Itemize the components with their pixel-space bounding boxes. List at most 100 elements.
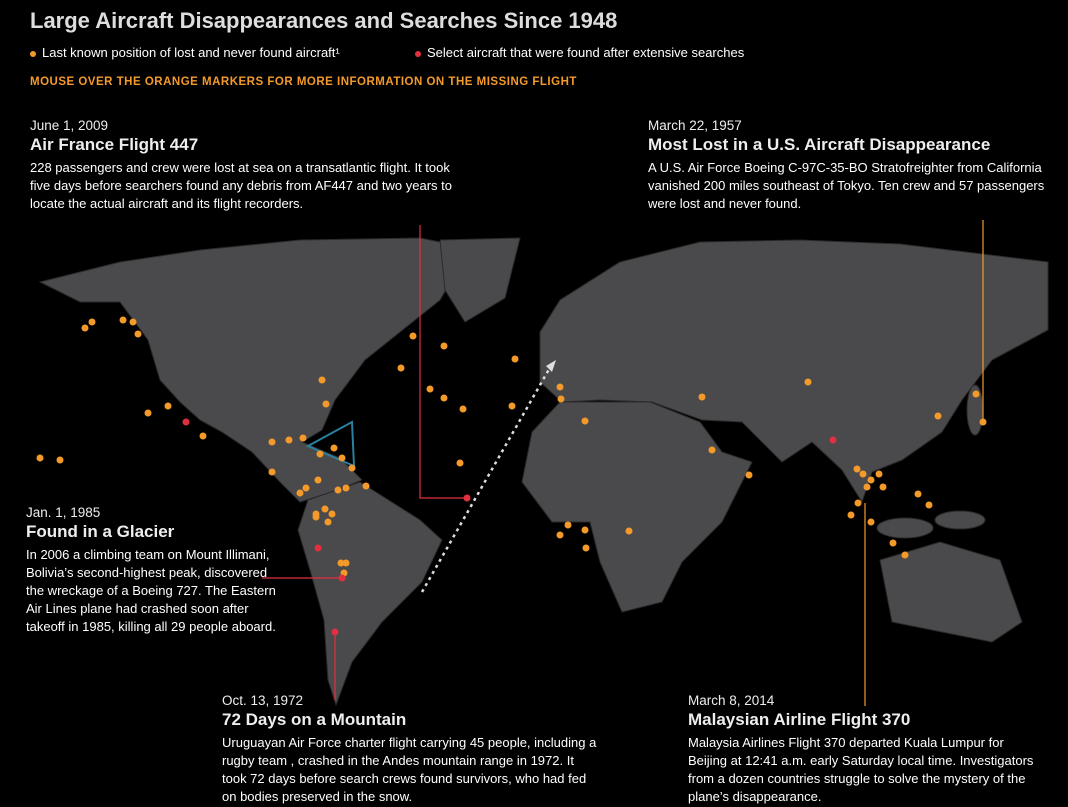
marker-lost[interactable]: [322, 400, 330, 408]
marker-lost[interactable]: [901, 551, 909, 559]
marker-lost[interactable]: [337, 559, 345, 567]
marker-lost[interactable]: [853, 465, 861, 473]
marker-lost[interactable]: [397, 364, 405, 372]
marker-lost[interactable]: [409, 332, 417, 340]
marker-lost[interactable]: [316, 450, 324, 458]
annotation: June 1, 2009 Air France Flight 447 228 pas…: [30, 118, 460, 213]
marker-lost[interactable]: [867, 518, 875, 526]
marker-lost[interactable]: [134, 330, 142, 338]
south-america: [297, 481, 443, 707]
marker-found: [829, 436, 837, 444]
marker-lost[interactable]: [440, 394, 448, 402]
marker-lost[interactable]: [934, 412, 942, 420]
annotation-date: June 1, 2009: [30, 118, 109, 133]
marker-lost[interactable]: [698, 393, 706, 401]
marker-lost[interactable]: [708, 446, 716, 454]
marker-lost[interactable]: [440, 342, 448, 350]
marker-lost[interactable]: [129, 318, 137, 326]
marker-lost[interactable]: [199, 432, 207, 440]
marker-lost[interactable]: [348, 464, 356, 472]
annotation-date: Jan. 1, 1985: [26, 505, 101, 520]
annotation-heading: Malaysian Airline Flight 370: [688, 710, 911, 729]
marker-found: [338, 574, 346, 582]
marker-lost[interactable]: [867, 476, 875, 484]
marker-lost[interactable]: [745, 471, 753, 479]
annotation-body: Uruguayan Air Force charter flight carry…: [222, 735, 597, 804]
marker-lost[interactable]: [979, 418, 987, 426]
marker-lost[interactable]: [426, 385, 434, 393]
island: [876, 517, 934, 539]
marker-lost[interactable]: [330, 444, 338, 452]
marker-lost[interactable]: [56, 456, 64, 464]
annotation-heading: Most Lost in a U.S. Aircraft Disappearan…: [648, 135, 991, 154]
marker-lost[interactable]: [914, 490, 922, 498]
marker-lost[interactable]: [863, 483, 871, 491]
marker-lost[interactable]: [268, 468, 276, 476]
marker-lost[interactable]: [296, 489, 304, 497]
annotation: Jan. 1, 1985 Found in a Glacier In 2006 a …: [26, 505, 276, 636]
marker-lost[interactable]: [625, 527, 633, 535]
marker-lost[interactable]: [847, 511, 855, 519]
marker-lost[interactable]: [875, 470, 883, 478]
marker-lost[interactable]: [312, 513, 320, 521]
annotation-heading: Found in a Glacier: [26, 522, 175, 541]
marker-lost[interactable]: [508, 402, 516, 410]
marker-lost[interactable]: [164, 402, 172, 410]
marker-lost[interactable]: [324, 518, 332, 526]
legend-text: Last known position of lost and never fo…: [42, 45, 340, 60]
marker-lost[interactable]: [581, 526, 589, 534]
marker-lost[interactable]: [318, 376, 326, 384]
marker-lost[interactable]: [854, 499, 862, 507]
annotation: Oct. 13, 1972 72 Days on a Mountain Urugua…: [222, 693, 602, 806]
legend-item: Select aircraft that were found after ex…: [415, 45, 744, 60]
marker-lost[interactable]: [88, 318, 96, 326]
legend-item: Last known position of lost and never fo…: [30, 45, 340, 60]
marker-lost[interactable]: [302, 484, 310, 492]
marker-lost[interactable]: [581, 417, 589, 425]
annotation-body: In 2006 a climbing team on Mount Illiman…: [26, 547, 276, 634]
marker-lost[interactable]: [879, 483, 887, 491]
marker-lost[interactable]: [342, 484, 350, 492]
annotation-heading: 72 Days on a Mountain: [222, 710, 407, 729]
marker-lost[interactable]: [459, 405, 467, 413]
marker-lost[interactable]: [804, 378, 812, 386]
marker-lost[interactable]: [119, 316, 127, 324]
arrow-head: [546, 360, 556, 372]
marker-lost[interactable]: [456, 459, 464, 467]
connector: [419, 225, 467, 499]
annotation: March 8, 2014 Malaysian Airline Flight 37…: [688, 693, 1038, 806]
marker-lost[interactable]: [81, 324, 89, 332]
marker-lost[interactable]: [362, 482, 370, 490]
marker-lost[interactable]: [889, 539, 897, 547]
marker-lost[interactable]: [321, 505, 329, 513]
marker-lost[interactable]: [556, 531, 564, 539]
marker-lost[interactable]: [582, 544, 590, 552]
marker-lost[interactable]: [328, 510, 336, 518]
marker-lost[interactable]: [285, 436, 293, 444]
marker-lost[interactable]: [925, 501, 933, 509]
marker-lost[interactable]: [342, 559, 350, 567]
annotation-body: 228 passengers and crew were lost at sea…: [30, 160, 453, 211]
australia: [879, 541, 1023, 643]
marker-lost[interactable]: [299, 434, 307, 442]
annotation-heading: Air France Flight 447: [30, 135, 199, 154]
marker-lost[interactable]: [556, 383, 564, 391]
marker-lost[interactable]: [557, 395, 565, 403]
marker-lost[interactable]: [338, 454, 346, 462]
marker-lost[interactable]: [314, 476, 322, 484]
marker-lost[interactable]: [268, 438, 276, 446]
island: [934, 510, 986, 530]
marker-lost[interactable]: [859, 470, 867, 478]
marker-lost[interactable]: [334, 486, 342, 494]
marker-lost[interactable]: [511, 355, 519, 363]
legend-text: Select aircraft that were found after ex…: [427, 45, 745, 60]
marker-found: [463, 494, 471, 502]
marker-lost[interactable]: [564, 521, 572, 529]
marker-found: [331, 628, 339, 636]
marker-lost[interactable]: [36, 454, 44, 462]
marker-lost[interactable]: [972, 390, 980, 398]
marker-lost[interactable]: [144, 409, 152, 417]
africa: [521, 401, 753, 613]
